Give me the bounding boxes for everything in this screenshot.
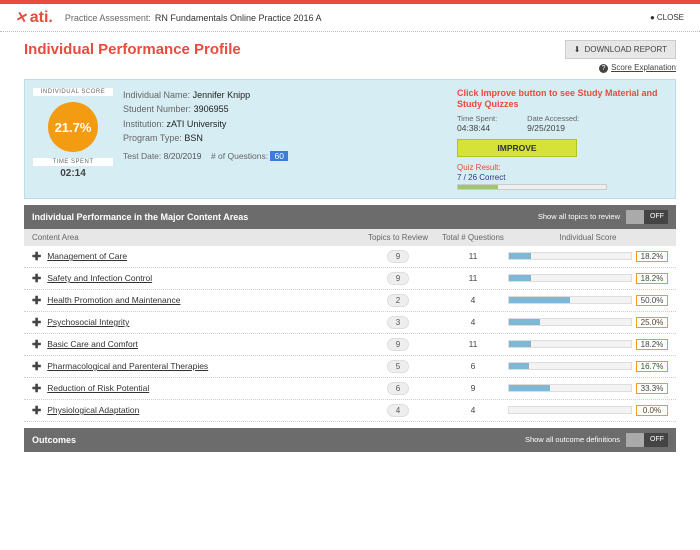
topics-review-badge[interactable]: 6 xyxy=(387,382,409,395)
expand-icon[interactable]: ✚ xyxy=(32,360,41,373)
score-bar xyxy=(508,318,632,326)
expand-icon[interactable]: ✚ xyxy=(32,382,41,395)
score-pct: 16.7% xyxy=(636,361,668,372)
expand-icon[interactable]: ✚ xyxy=(32,272,41,285)
score-pct: 33.3% xyxy=(636,383,668,394)
table-row: ✚ Basic Care and Comfort 9 11 18.2% xyxy=(24,334,676,356)
assessment-name: RN Fundamentals Online Practice 2016 A xyxy=(155,13,322,23)
quiz-result-label: Quiz Result: xyxy=(457,163,667,172)
topics-review-badge[interactable]: 3 xyxy=(387,316,409,329)
topics-review-badge[interactable]: 5 xyxy=(387,360,409,373)
quiz-progress-bar xyxy=(457,184,607,190)
student-info: Individual Name: Jennifer Knipp Student … xyxy=(123,88,447,190)
show-outcomes-label: Show all outcome definitions xyxy=(525,435,620,444)
content-area-link[interactable]: Reduction of Risk Potential xyxy=(47,383,358,393)
score-bar xyxy=(508,406,632,414)
logo: ✕ati. xyxy=(16,9,53,27)
score-header: INDIVIDUAL SCORE xyxy=(33,88,113,96)
top-bar: ✕ati. Practice Assessment: RN Fundamenta… xyxy=(0,0,700,32)
table-row: ✚ Reduction of Risk Potential 6 9 33.3% xyxy=(24,378,676,400)
num-questions: 60 xyxy=(270,151,287,161)
logo-icon: ✕ xyxy=(14,7,30,26)
total-questions: 9 xyxy=(438,383,508,393)
expand-icon[interactable]: ✚ xyxy=(32,250,41,263)
download-report-button[interactable]: ⬇ DOWNLOAD REPORT xyxy=(565,40,676,59)
table-row: ✚ Safety and Infection Control 9 11 18.2% xyxy=(24,268,676,290)
time-spent: 02:14 xyxy=(33,168,113,179)
total-questions: 4 xyxy=(438,295,508,305)
topics-review-badge[interactable]: 2 xyxy=(387,294,409,307)
quiz-progress-fill xyxy=(458,185,498,189)
improve-button[interactable]: IMPROVE xyxy=(457,139,577,157)
topics-review-badge[interactable]: 9 xyxy=(387,250,409,263)
summary-panel: INDIVIDUAL SCORE 21.7% TIME SPENT 02:14 … xyxy=(24,79,676,199)
content-area-link[interactable]: Basic Care and Comfort xyxy=(47,339,358,349)
content-area-link[interactable]: Physiological Adaptation xyxy=(47,405,358,415)
content-area-link[interactable]: Psychosocial Integrity xyxy=(47,317,358,327)
total-questions: 4 xyxy=(438,405,508,415)
score-pct: 18.2% xyxy=(636,339,668,350)
content-area-link[interactable]: Pharmacological and Parenteral Therapies xyxy=(47,361,358,371)
score-pct: 18.2% xyxy=(636,251,668,262)
content-area-link[interactable]: Health Promotion and Maintenance xyxy=(47,295,358,305)
improve-panel: Click Improve button to see Study Materi… xyxy=(457,88,667,190)
expand-icon[interactable]: ✚ xyxy=(32,404,41,417)
table-row: ✚ Management of Care 9 11 18.2% xyxy=(24,246,676,268)
score-bar xyxy=(508,252,632,260)
content-areas-header: Individual Performance in the Major Cont… xyxy=(24,205,676,229)
content-area-link[interactable]: Management of Care xyxy=(47,251,358,261)
score-pct: 25.0% xyxy=(636,317,668,328)
outcomes-header: Outcomes Show all outcome definitions OF… xyxy=(24,428,676,452)
expand-icon[interactable]: ✚ xyxy=(32,316,41,329)
total-questions: 11 xyxy=(438,273,508,283)
score-circle: 21.7% xyxy=(48,102,98,152)
time-header: TIME SPENT xyxy=(33,158,113,166)
page-title: Individual Performance Profile xyxy=(24,41,241,58)
topics-review-badge[interactable]: 9 xyxy=(387,338,409,351)
expand-icon[interactable]: ✚ xyxy=(32,338,41,351)
quiz-result: 7 / 26 Correct xyxy=(457,173,667,182)
score-pct: 0.0% xyxy=(636,405,668,416)
assessment-label: Practice Assessment: xyxy=(65,13,151,23)
close-button[interactable]: CLOSE xyxy=(650,13,684,22)
score-bar xyxy=(508,362,632,370)
table-row: ✚ Pharmacological and Parenteral Therapie… xyxy=(24,356,676,378)
score-pct: 18.2% xyxy=(636,273,668,284)
show-outcomes-toggle[interactable]: OFF xyxy=(626,433,668,447)
table-header: Content Area Topics to Review Total # Qu… xyxy=(24,229,676,246)
improve-title: Click Improve button to see Study Materi… xyxy=(457,88,667,110)
total-questions: 11 xyxy=(438,339,508,349)
content-area-link[interactable]: Safety and Infection Control xyxy=(47,273,358,283)
download-icon: ⬇ xyxy=(574,45,581,54)
score-bar xyxy=(508,340,632,348)
show-topics-toggle[interactable]: OFF xyxy=(626,210,668,224)
total-questions: 11 xyxy=(438,251,508,261)
topics-review-badge[interactable]: 4 xyxy=(387,404,409,417)
table-row: ✚ Psychosocial Integrity 3 4 25.0% xyxy=(24,312,676,334)
score-bar xyxy=(508,384,632,392)
total-questions: 6 xyxy=(438,361,508,371)
score-pct: 50.0% xyxy=(636,295,668,306)
total-questions: 4 xyxy=(438,317,508,327)
show-topics-label: Show all topics to review xyxy=(538,212,620,221)
score-bar xyxy=(508,296,632,304)
topics-review-badge[interactable]: 9 xyxy=(387,272,409,285)
score-explanation-link[interactable]: Score Explanation xyxy=(24,63,676,73)
content-rows: ✚ Management of Care 9 11 18.2% ✚ Safety and I… xyxy=(24,246,676,422)
expand-icon[interactable]: ✚ xyxy=(32,294,41,307)
table-row: ✚ Physiological Adaptation 4 4 0.0% xyxy=(24,400,676,422)
table-row: ✚ Health Promotion and Maintenance 2 4 50.0% xyxy=(24,290,676,312)
score-bar xyxy=(508,274,632,282)
